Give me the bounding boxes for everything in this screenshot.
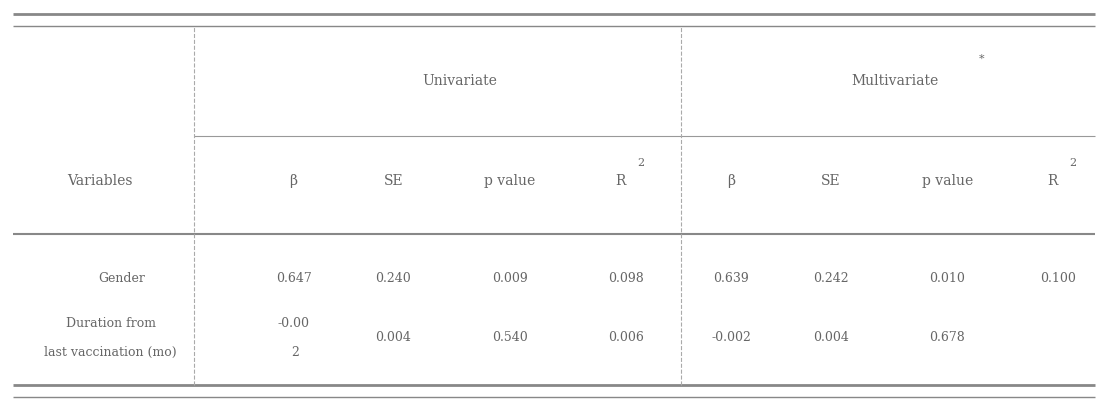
- Text: R: R: [1047, 174, 1058, 188]
- Text: β: β: [727, 174, 736, 188]
- Text: -0.002: -0.002: [711, 331, 751, 344]
- Text: p value: p value: [484, 174, 535, 188]
- Text: 0.678: 0.678: [930, 331, 965, 344]
- Text: 0.242: 0.242: [813, 272, 849, 285]
- Text: 0.006: 0.006: [608, 331, 644, 344]
- Text: Variables: Variables: [66, 174, 133, 188]
- Text: Multivariate: Multivariate: [851, 74, 938, 88]
- Text: 0.100: 0.100: [1040, 272, 1076, 285]
- Text: 0.647: 0.647: [276, 272, 311, 285]
- Text: 2: 2: [291, 346, 299, 359]
- Text: last vaccination (mo): last vaccination (mo): [44, 346, 177, 359]
- Text: 0.639: 0.639: [714, 272, 749, 285]
- Text: SE: SE: [821, 174, 841, 188]
- Text: Univariate: Univariate: [422, 74, 497, 88]
- Text: 0.004: 0.004: [813, 331, 849, 344]
- Text: 0.240: 0.240: [376, 272, 411, 285]
- Text: p value: p value: [922, 174, 973, 188]
- Text: SE: SE: [383, 174, 403, 188]
- Text: 0.540: 0.540: [492, 331, 527, 344]
- Text: Duration from: Duration from: [65, 317, 156, 330]
- Text: -0.00: -0.00: [278, 317, 309, 330]
- Text: 0.098: 0.098: [608, 272, 644, 285]
- Text: *: *: [978, 54, 984, 64]
- Text: Gender: Gender: [99, 272, 145, 285]
- Text: R: R: [615, 174, 626, 188]
- Text: 0.004: 0.004: [376, 331, 411, 344]
- Text: 2: 2: [1069, 158, 1076, 168]
- Text: β: β: [289, 174, 298, 188]
- Text: 0.010: 0.010: [930, 272, 965, 285]
- Text: 2: 2: [637, 158, 644, 168]
- Text: 0.009: 0.009: [492, 272, 527, 285]
